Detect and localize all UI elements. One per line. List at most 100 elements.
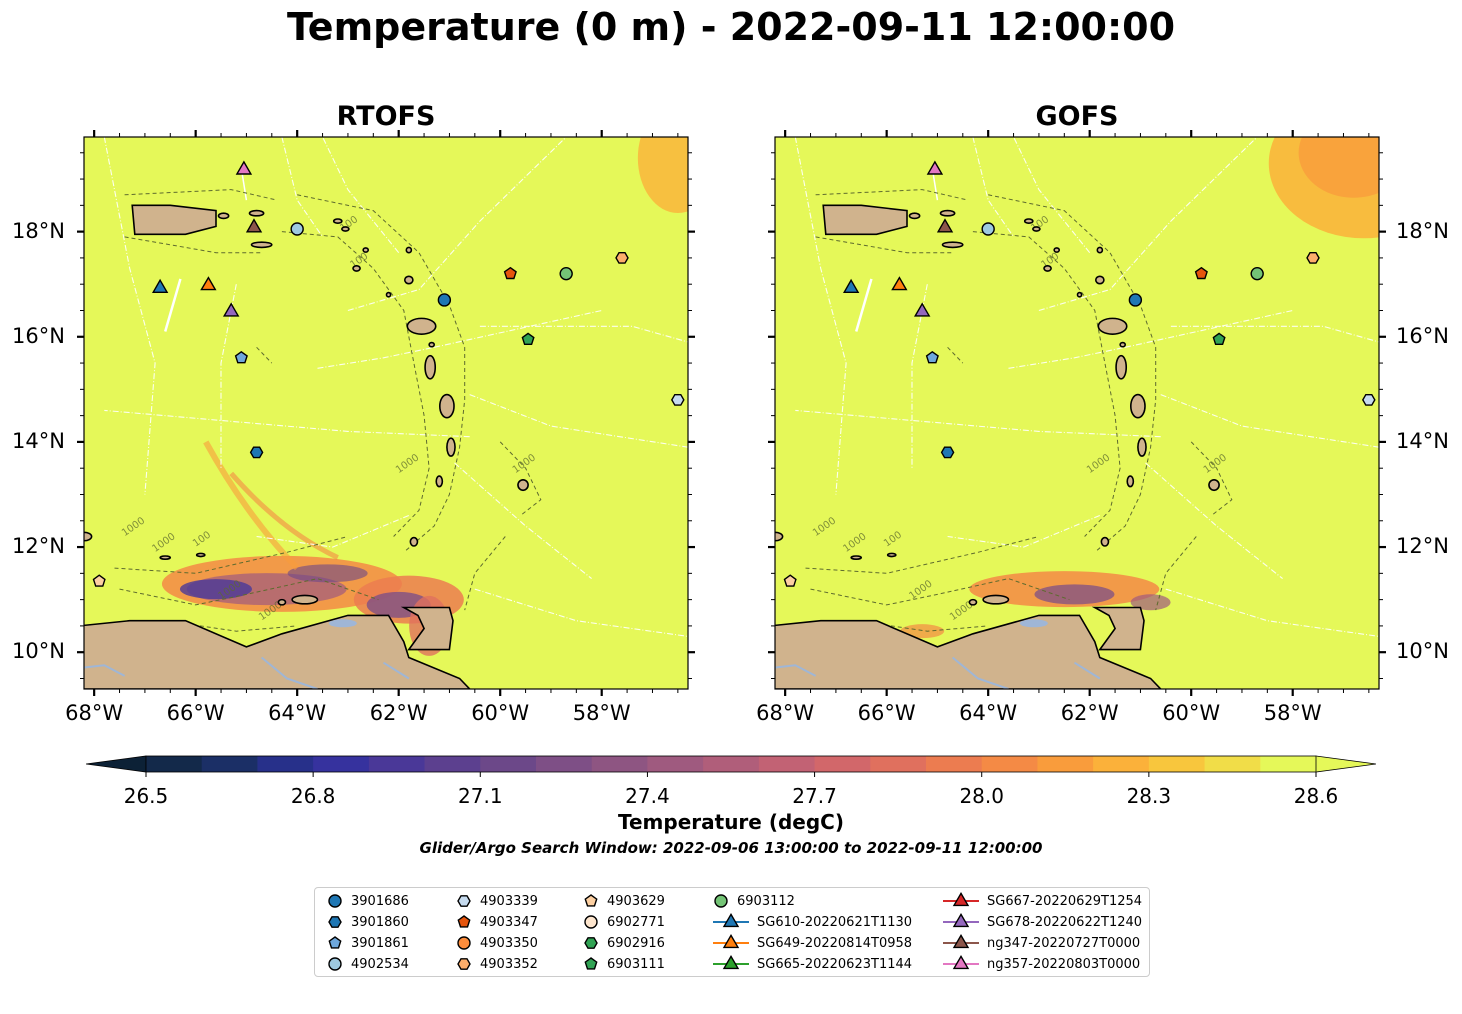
rivers bbox=[775, 656, 1101, 689]
legend-marker-icon bbox=[584, 937, 598, 949]
legend-marker-icon bbox=[328, 894, 342, 908]
legend-label: ng357-20220803T0000 bbox=[987, 956, 1141, 972]
legend-marker-icon bbox=[943, 913, 979, 928]
colorbar-segment bbox=[480, 756, 537, 772]
legend-marker bbox=[457, 915, 471, 928]
legend-marker-icon bbox=[943, 955, 979, 970]
island bbox=[1119, 341, 1127, 348]
obs-marker-3901686 bbox=[437, 293, 452, 307]
colorbar-tick-label: 27.7 bbox=[792, 784, 837, 808]
obs-marker-ng347-20220727T0000 bbox=[936, 218, 954, 233]
legend-marker-icon bbox=[457, 895, 471, 907]
legend-item: SG667-20220629T1254 bbox=[941, 891, 1142, 911]
colorbar-segment bbox=[146, 756, 203, 772]
obs-marker-4903352 bbox=[1306, 251, 1320, 264]
colorbar-tick-label: 28.0 bbox=[959, 784, 1004, 808]
island bbox=[982, 594, 1010, 605]
lat-tick-label: 16°N bbox=[12, 323, 65, 348]
legend-marker-icon bbox=[328, 936, 342, 949]
lon-tick-label: 60°W bbox=[471, 701, 530, 725]
legend-marker bbox=[722, 955, 740, 970]
eez-boundaries bbox=[103, 137, 688, 637]
legend-marker bbox=[457, 958, 471, 970]
obs-marker-4903347 bbox=[1194, 266, 1208, 280]
obs-marker-4903339 bbox=[1361, 394, 1376, 406]
island bbox=[1126, 475, 1135, 488]
search-window-caption: Glider/Argo Search Window: 2022-09-06 13… bbox=[419, 839, 1043, 857]
island bbox=[403, 275, 414, 285]
legend-label: 4903350 bbox=[480, 935, 538, 951]
colorbar bbox=[85, 755, 1377, 785]
obs-marker-ng357-20220803T0000 bbox=[926, 160, 944, 175]
island bbox=[217, 212, 230, 220]
legend-label: SG610-20220621T1130 bbox=[757, 914, 913, 930]
island bbox=[1094, 275, 1105, 285]
legend-item: SG678-20220622T1240 bbox=[941, 912, 1142, 932]
legend-label: 6902771 bbox=[607, 914, 665, 930]
panel-title-gofs: GOFS bbox=[1035, 101, 1119, 132]
colorbar-segment bbox=[591, 756, 648, 772]
lon-tick-label: 66°W bbox=[166, 701, 225, 725]
obs-marker-3901860 bbox=[249, 446, 264, 459]
obs-marker-3901686 bbox=[1128, 293, 1143, 307]
legend-item: 6902771 bbox=[581, 912, 665, 932]
obs-marker-SG678-20220622T1240 bbox=[222, 302, 240, 317]
island bbox=[1043, 265, 1052, 272]
legend-item: 4903339 bbox=[454, 891, 538, 911]
island bbox=[435, 475, 444, 488]
obs-marker-SG610-20220621T1130 bbox=[151, 278, 169, 294]
legend-item: 4903629 bbox=[581, 891, 665, 911]
legend-item: ng357-20220803T0000 bbox=[941, 954, 1140, 974]
legend-marker bbox=[952, 913, 970, 928]
island bbox=[405, 246, 413, 254]
island bbox=[727, 516, 742, 527]
colorbar-segment bbox=[926, 756, 983, 772]
island bbox=[84, 531, 93, 542]
colorbar-segment bbox=[1260, 756, 1317, 772]
legend-item: SG610-20220621T1130 bbox=[711, 912, 912, 932]
tick-marks bbox=[77, 130, 695, 696]
legend-label: SG665-20220623T1144 bbox=[757, 956, 913, 972]
legend-item: ng347-20220727T0000 bbox=[941, 933, 1140, 953]
legend-marker bbox=[328, 936, 342, 949]
legend-marker bbox=[328, 894, 342, 908]
island bbox=[775, 531, 784, 542]
island bbox=[1096, 246, 1104, 254]
legend-marker bbox=[584, 937, 598, 949]
legend-item: 4903352 bbox=[454, 954, 538, 974]
legend-marker bbox=[584, 915, 598, 929]
observation-markers bbox=[92, 160, 685, 587]
legend-label: 3901861 bbox=[351, 935, 409, 951]
obs-marker-4903339 bbox=[670, 394, 685, 406]
island bbox=[362, 247, 370, 253]
colorbar-tick-label: 26.8 bbox=[290, 784, 336, 808]
colorbar-segment bbox=[424, 756, 481, 772]
observation-markers bbox=[783, 160, 1376, 587]
colorbar-extend-high bbox=[1315, 755, 1377, 773]
venezuela-coast bbox=[84, 614, 471, 689]
obs-marker-SG610-20220621T1130 bbox=[842, 278, 860, 294]
legend-marker-icon bbox=[713, 934, 749, 949]
legend-marker-icon bbox=[584, 894, 598, 907]
legend-label: 6902916 bbox=[607, 935, 665, 951]
legend-marker-icon bbox=[457, 936, 471, 950]
legend-item: SG665-20220623T1144 bbox=[711, 954, 912, 974]
island bbox=[939, 209, 956, 217]
island bbox=[517, 478, 529, 492]
obs-marker-3901861 bbox=[925, 350, 939, 364]
colorbar-segment bbox=[870, 756, 927, 772]
island bbox=[886, 552, 897, 558]
rivers bbox=[84, 656, 410, 689]
obs-marker-4903629 bbox=[92, 574, 106, 587]
legend-label: 6903111 bbox=[607, 956, 665, 972]
colorbar-tick-label: 28.3 bbox=[1126, 784, 1172, 808]
legend-label: 4902534 bbox=[351, 956, 409, 972]
legend-marker bbox=[714, 894, 728, 908]
legend-label: SG667-20220629T1254 bbox=[987, 893, 1143, 909]
legend-item: 6902916 bbox=[581, 933, 665, 953]
land bbox=[727, 204, 1220, 689]
colorbar-segment bbox=[1093, 756, 1150, 772]
map-panel-rtofs: 100 1000 1000 100 1000 1000 1000 100 1000 bbox=[77, 130, 695, 696]
lat-tick-label: 14°N bbox=[1396, 428, 1449, 453]
